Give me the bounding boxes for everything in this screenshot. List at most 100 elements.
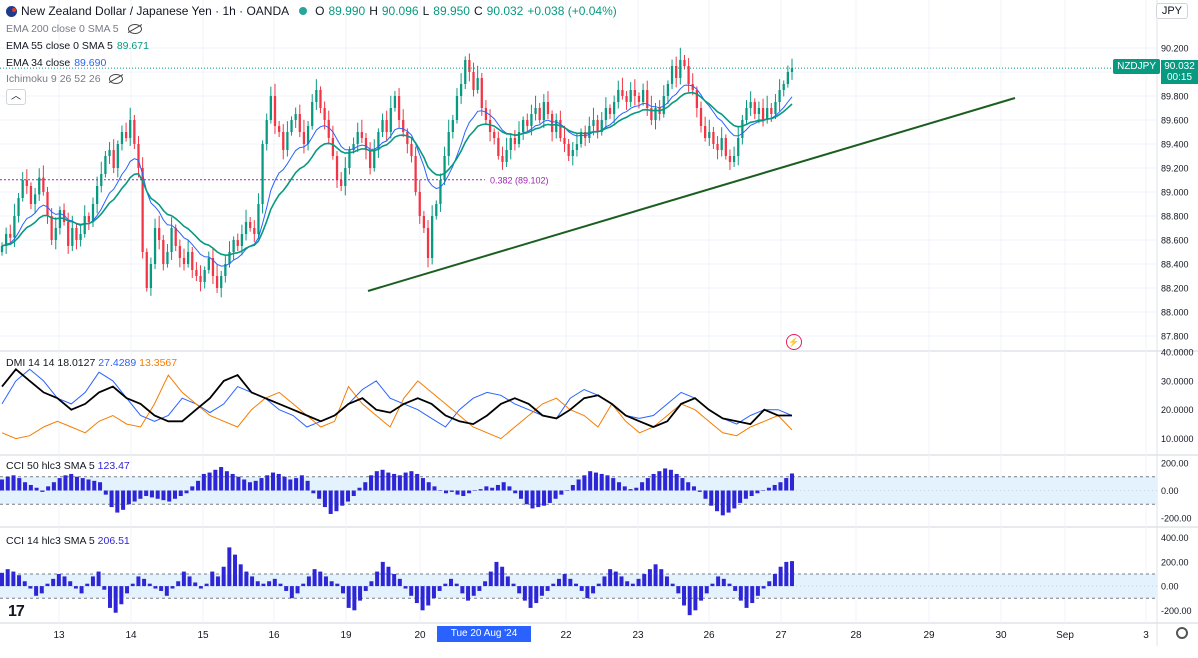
currency-selector[interactable]: JPY [1155,3,1188,19]
candle-body [166,252,169,264]
legend-ema55[interactable]: EMA 55 close 0 SMA 5 89.671 [6,40,149,52]
cci50-bar [63,475,68,491]
cci50-bar [345,490,351,502]
cci14-bar [449,578,453,587]
cci14-bar [181,571,186,587]
candle-body [662,96,665,114]
candle-body [0,246,4,252]
candle-body [120,132,124,144]
candle-body [116,144,119,168]
cci50-bar [155,490,160,499]
candle-body [199,276,202,282]
cci14-bar [85,583,90,587]
candle-body [323,108,326,120]
candle-body [232,240,235,252]
candle-body [108,150,111,156]
tradingview-logo-icon[interactable]: 17 [8,603,25,620]
cci50-bar [305,480,310,491]
cci14-bar [11,571,16,587]
cci14-bar [630,583,635,587]
cci50-bar [565,490,570,491]
cci50-bar [190,486,195,491]
cci50-bar [709,490,714,506]
candle-body [67,222,70,246]
price-pane[interactable]: 0.382 (89.102) [0,47,1157,298]
candle-body [608,108,612,114]
date-tick-label: 14 [125,630,137,641]
candle-body [464,60,467,84]
candle-body [584,132,587,138]
price-tick-label: 88.800 [1161,212,1189,222]
cci50-bar [403,472,408,491]
cci14-bar [471,586,476,596]
candle-body [402,120,405,132]
di-minus-line [1,374,793,440]
cci14-bar [295,586,300,594]
cci50-pane[interactable] [0,467,1157,516]
legend-ema55-value: 89.671 [116,40,149,52]
cci50-bar [686,482,691,491]
cci50-bar [23,482,28,491]
chevron-up-icon[interactable]: ︿ [6,89,26,105]
candle-body [203,270,206,282]
cci50-bar [645,478,650,491]
eye-off-icon[interactable] [109,74,124,85]
cci14-bar [437,586,442,591]
candle-body [104,156,107,174]
cci50-legend[interactable]: CCI 50 hlc3 SMA 5 123.47 [6,460,130,472]
cci14-legend[interactable]: CCI 14 hlc3 SMA 5 206.51 [6,535,130,547]
cci14-bar [721,578,726,587]
cci50-bar [46,486,51,491]
candle-body [124,132,128,138]
candle-body [319,90,322,108]
candle-body [790,68,794,72]
cci14-bar [375,571,380,587]
candle-body [410,144,413,156]
legend-ichimoku[interactable]: Ichimoku 9 26 52 26 [6,73,124,85]
candle-body [766,108,769,120]
candle-body [58,210,62,228]
cci50-bar [484,486,489,491]
date-tick-label: 23 [632,630,644,641]
cci50-bar [161,490,166,501]
dmi-pane[interactable] [1,368,793,440]
candle-body [571,150,574,156]
cci50-bar [542,490,547,506]
cci14-bar [443,583,448,587]
dmi-legend[interactable]: DMI 14 14 18.0127 27.4289 13.3567 [6,357,177,369]
candle-body [613,102,616,114]
symbol-price-tag: NZDJPY [1113,59,1160,74]
close-value: 90.032 [486,4,524,18]
cci14-bar [221,566,226,587]
candle-body [563,138,566,144]
legend-ema200[interactable]: EMA 200 close 0 SMA 5 [6,23,142,35]
cci50-bar [455,490,460,495]
cci14-bar [784,561,789,587]
cci50-bar [253,480,258,491]
cci14-bar [585,586,590,599]
candle-body [240,234,244,246]
cci50-bar [715,490,720,512]
eye-off-icon[interactable] [127,24,142,35]
price-tick-label: 88.000 [1161,308,1189,318]
legend-ema34-label: EMA 34 close [6,57,71,69]
symbol-title[interactable]: New Zealand Dollar / Japanese Yen · 1h ·… [21,4,290,18]
cci50-bar [432,486,437,491]
cci14-bar [596,583,601,587]
candle-body [257,204,260,234]
candle-body [513,138,517,144]
legend-ema34[interactable]: EMA 34 close 89.690 [6,57,106,69]
candle-body [431,216,434,258]
lightning-icon[interactable]: ⚡ [786,334,802,350]
gear-icon[interactable] [1176,627,1188,639]
candle-body [21,180,24,198]
candle-body [683,60,686,66]
cci14-bar [5,569,10,587]
candle-body [381,120,384,132]
date-tick-label: 22 [560,630,572,641]
candle-body [79,234,82,240]
cci14-pane[interactable] [0,547,1157,616]
candle-body [306,126,310,144]
